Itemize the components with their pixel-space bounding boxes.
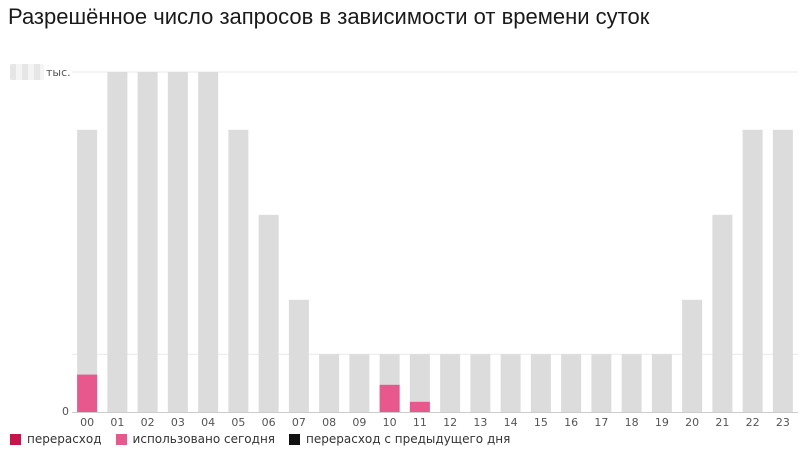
x-tick-label: 22 <box>746 416 760 429</box>
legend-swatch-used-today <box>115 433 127 445</box>
bar-used-today <box>77 374 98 412</box>
x-tick-label: 02 <box>141 416 155 429</box>
bar-allowed <box>288 299 309 412</box>
bar-allowed <box>591 354 612 412</box>
x-tick-label: 15 <box>534 416 548 429</box>
bar-allowed <box>772 129 793 413</box>
y-axis-zero-label: 0 <box>62 405 69 418</box>
legend: перерасход использовано сегодня перерасх… <box>10 432 510 446</box>
bar-allowed <box>561 354 582 412</box>
legend-swatch-overage <box>10 433 21 445</box>
bar-used-today <box>379 384 400 412</box>
bar-allowed <box>742 129 763 413</box>
y-max-value-redacted <box>10 64 44 80</box>
bar-allowed <box>258 214 279 412</box>
bar-used-today <box>409 401 430 412</box>
x-tick-label: 12 <box>443 416 457 429</box>
x-tick-label: 01 <box>110 416 124 429</box>
x-tick-label: 05 <box>231 416 245 429</box>
bar-allowed <box>349 354 370 412</box>
bar-allowed <box>228 129 249 413</box>
bar-allowed <box>107 72 128 412</box>
x-tick-label: 00 <box>80 416 94 429</box>
x-tick-label: 04 <box>201 416 215 429</box>
chart-title: Разрешённое число запросов в зависимости… <box>8 4 650 29</box>
x-tick-label: 06 <box>262 416 276 429</box>
legend-item-used-today[interactable]: использовано сегодня <box>115 432 276 446</box>
x-tick-label: 09 <box>352 416 366 429</box>
x-tick-label: 08 <box>322 416 336 429</box>
legend-label-used-today: использовано сегодня <box>132 432 276 446</box>
bar-allowed <box>319 354 340 412</box>
legend-item-overage[interactable]: перерасход <box>10 432 102 446</box>
x-tick-label: 21 <box>715 416 729 429</box>
bar-allowed <box>77 129 98 413</box>
bar-chart: 00 01 02 03 04 05 06 07 08 09 10 11 12 13 14 15 16 17 18 19… <box>72 71 798 429</box>
bar-allowed <box>651 354 672 412</box>
x-tick-label: 20 <box>685 416 699 429</box>
bar-allowed <box>712 214 733 412</box>
x-tick-label: 14 <box>504 416 518 429</box>
bar-allowed <box>621 354 642 412</box>
legend-label-overage: перерасход <box>27 432 102 446</box>
x-tick-label: 18 <box>625 416 639 429</box>
bar-allowed <box>409 354 430 412</box>
bar-allowed <box>682 299 703 412</box>
x-tick-label: 19 <box>655 416 669 429</box>
bar-allowed <box>167 72 188 412</box>
bar-allowed <box>198 72 219 412</box>
x-tick-label: 03 <box>171 416 185 429</box>
x-tick-label: 13 <box>473 416 487 429</box>
x-tick-label: 11 <box>413 416 427 429</box>
bar-allowed <box>440 354 461 412</box>
x-tick-label: 16 <box>564 416 578 429</box>
bar-allowed <box>530 354 551 412</box>
bar-allowed <box>137 72 158 412</box>
legend-swatch-overage-prev-day <box>289 433 301 445</box>
legend-item-overage-prev-day[interactable]: перерасход с предыдущего дня <box>289 432 510 446</box>
bar-allowed <box>470 354 491 412</box>
x-tick-label: 07 <box>292 416 306 429</box>
y-axis-unit-label: тыс. <box>46 66 71 79</box>
bar-allowed <box>500 354 521 412</box>
x-tick-label: 23 <box>776 416 790 429</box>
x-tick-label: 17 <box>594 416 608 429</box>
legend-label-overage-prev-day: перерасход с предыдущего дня <box>306 432 511 446</box>
x-tick-label: 10 <box>383 416 397 429</box>
